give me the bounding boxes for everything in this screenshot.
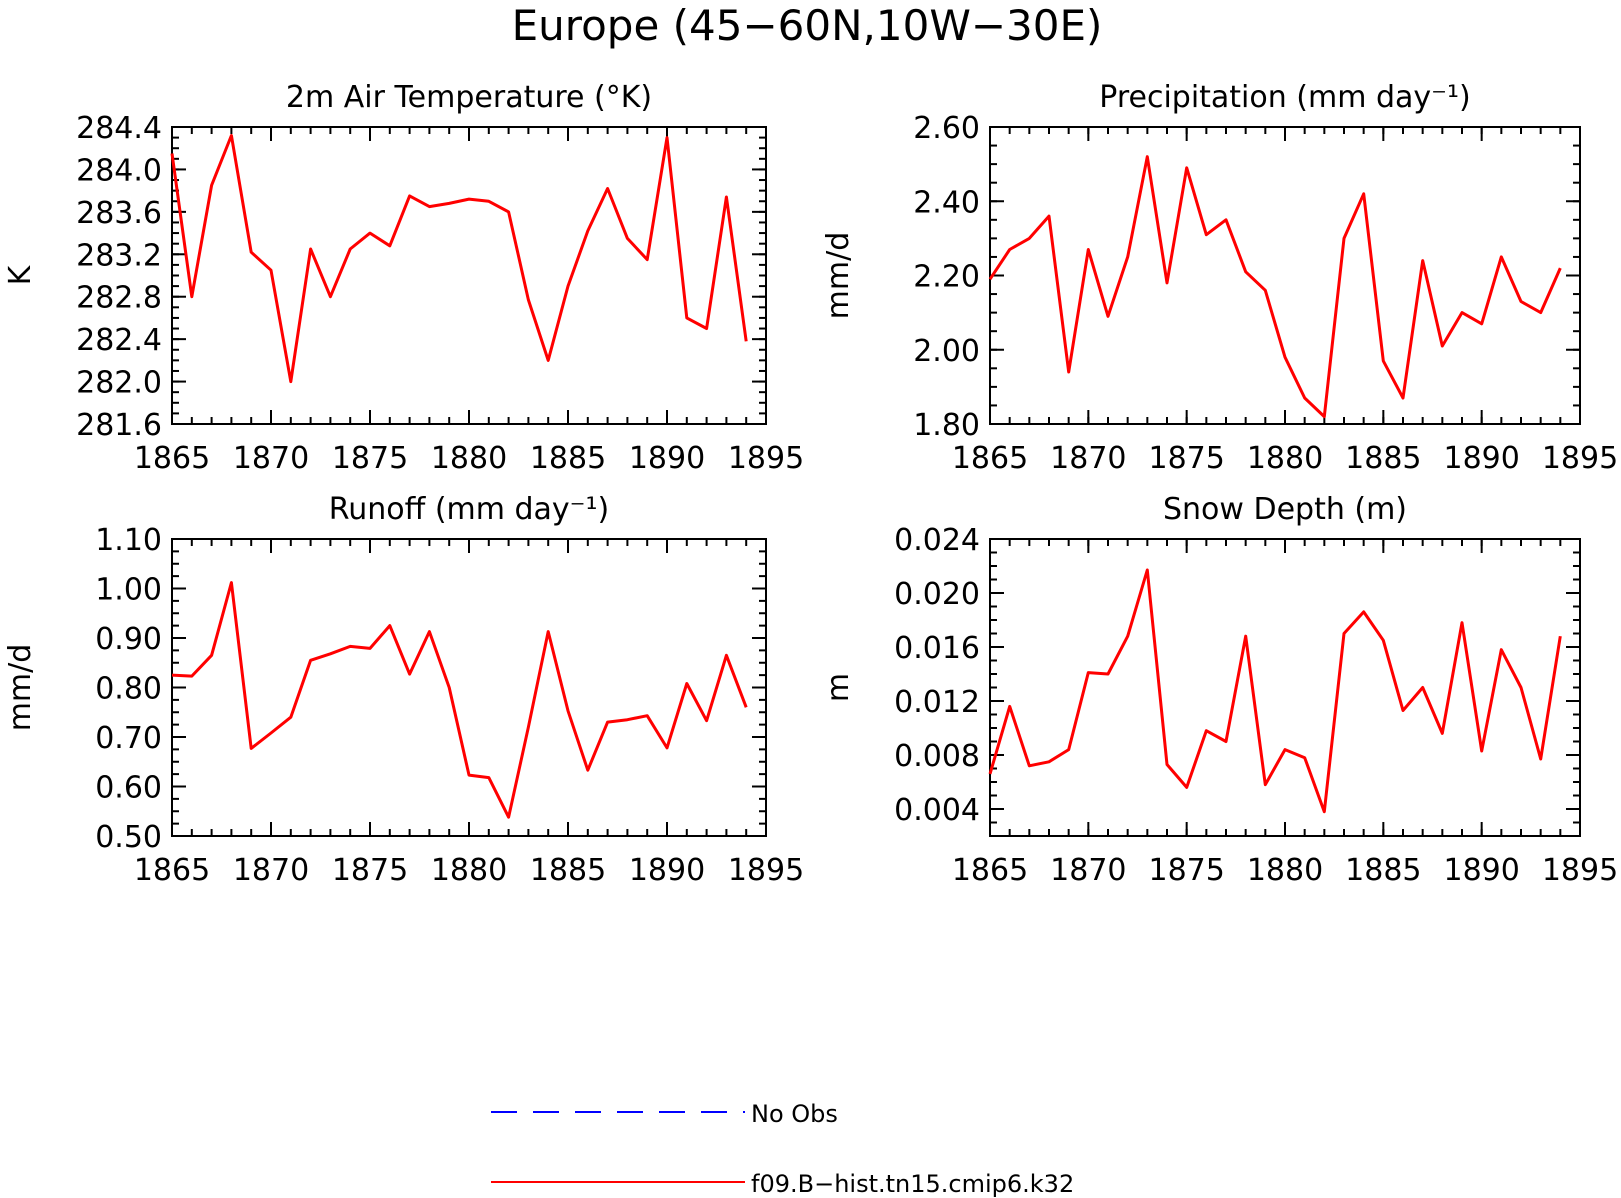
chart-2-ytick-label: 0.70 bbox=[95, 721, 162, 756]
chart-0-ytick-label: 283.2 bbox=[76, 238, 162, 273]
chart-3-ytick-label: 0.012 bbox=[894, 685, 980, 720]
chart-3-ytick-label: 0.008 bbox=[894, 739, 980, 774]
chart-0-ytick-label: 284.4 bbox=[76, 111, 162, 146]
chart-0-xtick-label: 1890 bbox=[629, 441, 705, 476]
chart-1-series-line bbox=[988, 155, 1562, 419]
chart-2-xtick-label: 1885 bbox=[530, 853, 606, 888]
chart-0-ytick-label: 281.6 bbox=[76, 408, 162, 443]
chart-3-xtick-label: 1870 bbox=[1050, 853, 1126, 888]
chart-1-frame bbox=[989, 126, 1581, 425]
chart-0-ytick-label: 284.0 bbox=[76, 153, 162, 188]
chart-2-xtick-label: 1865 bbox=[134, 853, 210, 888]
chart-3-xtick-label: 1880 bbox=[1247, 853, 1323, 888]
chart-1-ytick-label: 2.40 bbox=[913, 185, 980, 220]
chart-3-ytick-label: 0.024 bbox=[894, 523, 980, 558]
chart-3-xtick-label: 1875 bbox=[1148, 853, 1224, 888]
chart-0-xtick-label: 1885 bbox=[530, 441, 606, 476]
chart-1-ytick-label: 1.80 bbox=[913, 408, 980, 443]
chart-2-xtick-label: 1875 bbox=[332, 853, 408, 888]
chart-1-xtick-label: 1865 bbox=[952, 441, 1028, 476]
chart-2-ytick-label: 0.60 bbox=[95, 771, 162, 806]
chart-2-ytick-label: 0.50 bbox=[95, 820, 162, 855]
chart-3-ytick-label: 0.016 bbox=[894, 631, 980, 666]
chart-1-xtick-label: 1870 bbox=[1050, 441, 1126, 476]
chart-0-title: 2m Air Temperature (°K) bbox=[286, 80, 652, 115]
chart-2-xtick-label: 1890 bbox=[629, 853, 705, 888]
legend-label-model: f09.B−hist.tn15.cmip6.k32 bbox=[751, 1170, 1074, 1198]
chart-2-ytick-label: 1.00 bbox=[95, 573, 162, 608]
chart-2-ylabel: mm/d bbox=[3, 644, 38, 732]
chart-3-ytick-label: 0.020 bbox=[894, 577, 980, 612]
chart-3-xtick-label: 1865 bbox=[952, 853, 1028, 888]
chart-3-title: Snow Depth (m) bbox=[1163, 492, 1407, 527]
chart-2-frame bbox=[171, 538, 767, 837]
chart-3-xtick-label: 1890 bbox=[1443, 853, 1519, 888]
chart-0-ytick-label: 282.0 bbox=[76, 366, 162, 401]
chart-0-xtick-label: 1865 bbox=[134, 441, 210, 476]
chart-3-xtick-label: 1885 bbox=[1345, 853, 1421, 888]
chart-3-ylabel: m bbox=[821, 673, 856, 702]
chart-0-frame bbox=[171, 126, 767, 425]
chart-1-xtick-label: 1895 bbox=[1542, 441, 1618, 476]
chart-2-xtick-label: 1870 bbox=[233, 853, 309, 888]
chart-2-xtick-label: 1895 bbox=[728, 853, 804, 888]
chart-2-xtick-label: 1880 bbox=[431, 853, 507, 888]
chart-2-series-line bbox=[171, 581, 748, 819]
chart-3-series-line bbox=[988, 568, 1562, 814]
chart-0-xtick-label: 1875 bbox=[332, 441, 408, 476]
chart-0-xtick-label: 1895 bbox=[728, 441, 804, 476]
chart-1-ylabel: mm/d bbox=[821, 232, 856, 320]
chart-1-xtick-label: 1880 bbox=[1247, 441, 1323, 476]
chart-2-title: Runoff (mm day⁻¹) bbox=[329, 492, 610, 527]
panel-runoff: Runoff (mm day⁻¹) mm/d 0.50 0.60 0.70 0.80 0.9… bbox=[3, 492, 804, 888]
chart-0-xtick-label: 1880 bbox=[431, 441, 507, 476]
chart-2-ytick-label: 0.90 bbox=[95, 622, 162, 657]
chart-1-ytick-label: 2.00 bbox=[913, 334, 980, 369]
chart-2-ytick-label: 1.10 bbox=[95, 523, 162, 558]
panel-air-temperature: 2m Air Temperature (°K) K 281.6 282.0 282.4 2… bbox=[3, 80, 804, 476]
chart-1-xtick-label: 1875 bbox=[1148, 441, 1224, 476]
chart-2-ytick-label: 0.80 bbox=[95, 672, 162, 707]
chart-0-ylabel: K bbox=[3, 264, 38, 285]
chart-1-xtick-label: 1890 bbox=[1443, 441, 1519, 476]
chart-1-title: Precipitation (mm day⁻¹) bbox=[1099, 80, 1470, 115]
panel-precipitation: Precipitation (mm day⁻¹) mm/d 1.80 2.00 2.20… bbox=[821, 80, 1618, 476]
chart-0-ytick-label: 282.8 bbox=[76, 281, 162, 316]
chart-0-ytick-label: 282.4 bbox=[76, 323, 162, 358]
chart-1-xtick-label: 1885 bbox=[1345, 441, 1421, 476]
legend-label-no-obs: No Obs bbox=[751, 1100, 838, 1128]
chart-3-frame bbox=[989, 538, 1581, 837]
panel-snow-depth: Snow Depth (m) m 0.004 0.008 0.012 0.016 0.020… bbox=[821, 492, 1618, 888]
chart-3-xtick-label: 1895 bbox=[1542, 853, 1618, 888]
chart-1-ytick-label: 2.60 bbox=[913, 111, 980, 146]
legend: No Obs f09.B−hist.tn15.cmip6.k32 bbox=[491, 1100, 1074, 1198]
chart-1-ytick-label: 2.20 bbox=[913, 260, 980, 295]
chart-0-ytick-label: 283.6 bbox=[76, 196, 162, 231]
chart-0-series-line bbox=[170, 134, 748, 384]
chart-0-xtick-label: 1870 bbox=[233, 441, 309, 476]
chart-3-ytick-label: 0.004 bbox=[894, 793, 980, 828]
figure-title: Europe (45−60N,10W−30E) bbox=[512, 1, 1103, 50]
